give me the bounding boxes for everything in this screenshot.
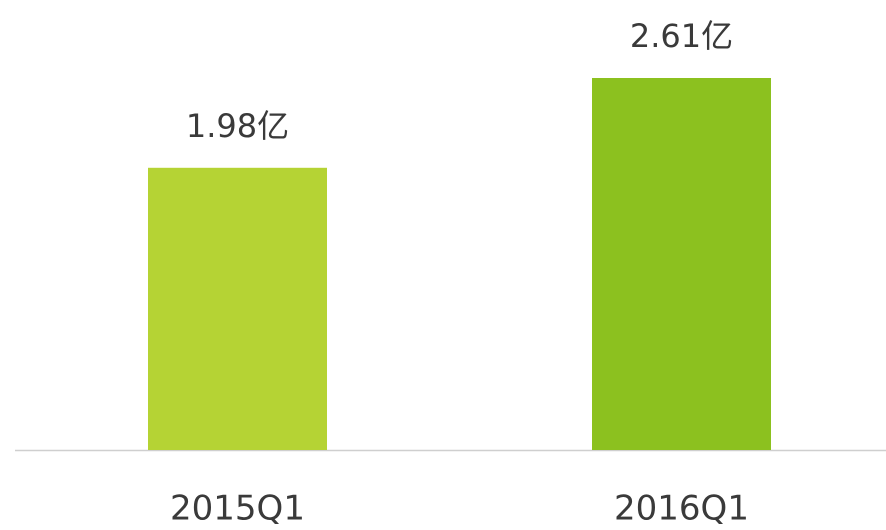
bar <box>148 167 327 451</box>
value-label: 2.61亿 <box>630 17 733 55</box>
bar <box>592 78 771 450</box>
value-label: 1.98亿 <box>186 107 289 145</box>
x-tick-label: 2015Q1 <box>170 489 305 529</box>
x-tick-label: 2016Q1 <box>614 489 749 529</box>
